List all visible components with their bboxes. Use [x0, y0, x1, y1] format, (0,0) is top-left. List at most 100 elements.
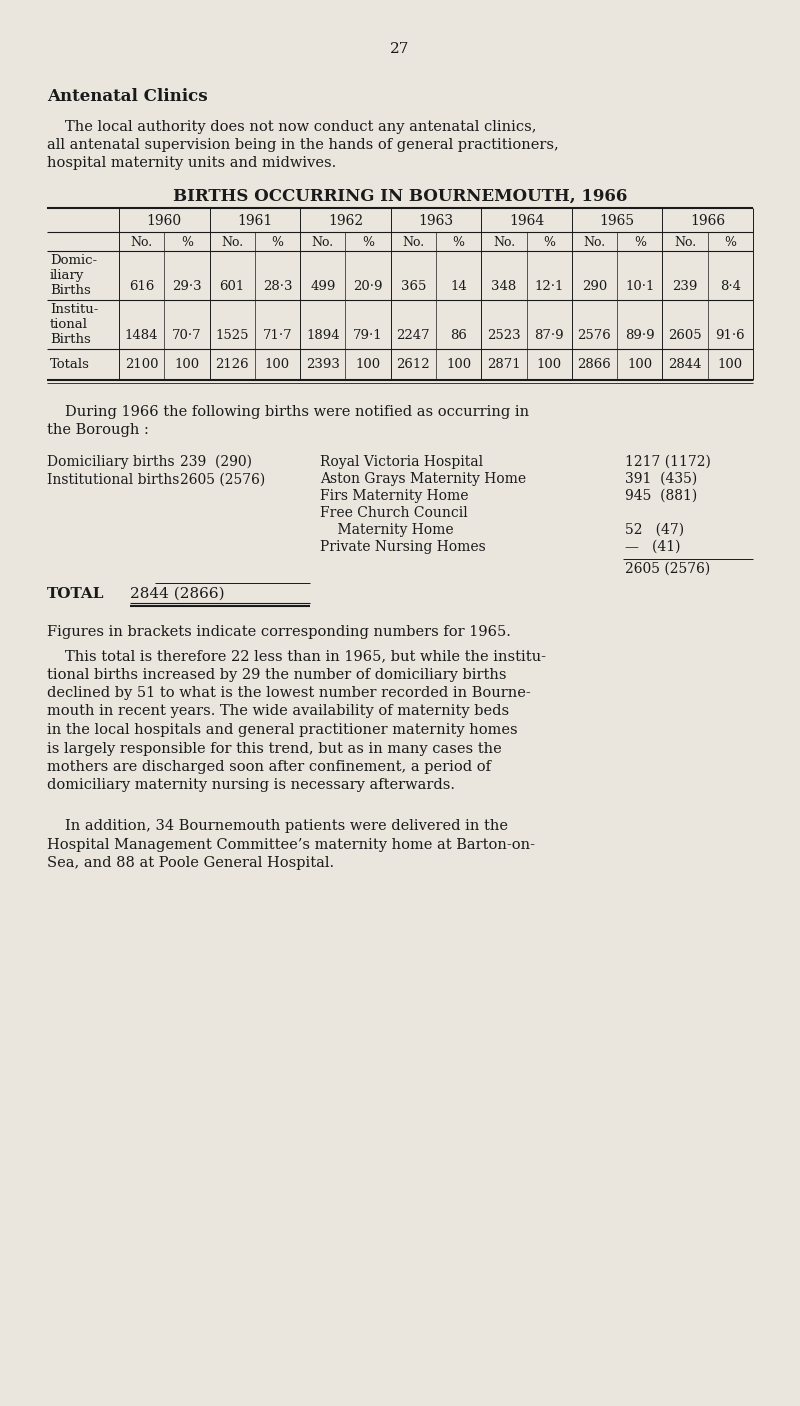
- Text: 2393: 2393: [306, 359, 340, 371]
- Text: tional births increased by 29 the number of domiciliary births: tional births increased by 29 the number…: [47, 668, 506, 682]
- Text: %: %: [362, 236, 374, 249]
- Text: is largely responsible for this trend, but as in many cases the: is largely responsible for this trend, b…: [47, 741, 502, 755]
- Text: 100: 100: [718, 359, 743, 371]
- Text: In addition, 34 Bournemouth patients were delivered in the: In addition, 34 Bournemouth patients wer…: [65, 820, 508, 832]
- Text: 91·6: 91·6: [715, 329, 745, 342]
- Text: 52   (47): 52 (47): [625, 523, 684, 537]
- Text: 1961: 1961: [238, 214, 273, 228]
- Text: 100: 100: [174, 359, 199, 371]
- Text: iliary: iliary: [50, 269, 84, 283]
- Text: 1965: 1965: [599, 214, 634, 228]
- Text: 2605: 2605: [668, 329, 702, 342]
- Text: 2605 (2576): 2605 (2576): [180, 472, 266, 486]
- Text: This total is therefore 22 less than in 1965, but while the institu-: This total is therefore 22 less than in …: [65, 650, 546, 664]
- Text: 10·1: 10·1: [625, 280, 654, 292]
- Text: 1894: 1894: [306, 329, 339, 342]
- Text: 79·1: 79·1: [354, 329, 383, 342]
- Text: 71·7: 71·7: [262, 329, 292, 342]
- Text: 1217 (1172): 1217 (1172): [625, 456, 711, 470]
- Text: 89·9: 89·9: [625, 329, 654, 342]
- Text: domiciliary maternity nursing is necessary afterwards.: domiciliary maternity nursing is necessa…: [47, 779, 455, 793]
- Text: 8·4: 8·4: [720, 280, 741, 292]
- Text: —   (41): — (41): [625, 540, 681, 554]
- Text: The local authority does not now conduct any antenatal clinics,: The local authority does not now conduct…: [65, 120, 537, 134]
- Text: Hospital Management Committee’s maternity home at Barton-on-: Hospital Management Committee’s maternit…: [47, 838, 535, 852]
- Text: 100: 100: [355, 359, 381, 371]
- Text: 601: 601: [219, 280, 245, 292]
- Text: Sea, and 88 at Poole General Hospital.: Sea, and 88 at Poole General Hospital.: [47, 856, 334, 870]
- Text: 86: 86: [450, 329, 467, 342]
- Text: Institutional births: Institutional births: [47, 472, 179, 486]
- Text: 1484: 1484: [125, 329, 158, 342]
- Text: 1960: 1960: [146, 214, 182, 228]
- Text: 290: 290: [582, 280, 607, 292]
- Text: 2605 (2576): 2605 (2576): [625, 562, 710, 576]
- Text: 29·3: 29·3: [172, 280, 202, 292]
- Text: all antenatal supervision being in the hands of general practitioners,: all antenatal supervision being in the h…: [47, 138, 558, 152]
- Text: 100: 100: [537, 359, 562, 371]
- Text: hospital maternity units and midwives.: hospital maternity units and midwives.: [47, 156, 336, 170]
- Text: Domic-: Domic-: [50, 254, 97, 267]
- Text: 2871: 2871: [487, 359, 521, 371]
- Text: 2612: 2612: [397, 359, 430, 371]
- Text: 2844 (2866): 2844 (2866): [130, 586, 225, 600]
- Text: 2100: 2100: [125, 359, 158, 371]
- Text: %: %: [724, 236, 736, 249]
- Text: 27: 27: [390, 42, 410, 56]
- Text: Firs Maternity Home: Firs Maternity Home: [320, 489, 469, 503]
- Text: Royal Victoria Hospital: Royal Victoria Hospital: [320, 456, 483, 470]
- Text: BIRTHS OCCURRING IN BOURNEMOUTH, 1966: BIRTHS OCCURRING IN BOURNEMOUTH, 1966: [173, 188, 627, 205]
- Text: No.: No.: [402, 236, 425, 249]
- Text: No.: No.: [493, 236, 515, 249]
- Text: 87·9: 87·9: [534, 329, 564, 342]
- Text: 100: 100: [627, 359, 652, 371]
- Text: 70·7: 70·7: [172, 329, 202, 342]
- Text: in the local hospitals and general practitioner maternity homes: in the local hospitals and general pract…: [47, 723, 518, 737]
- Text: No.: No.: [583, 236, 606, 249]
- Text: 391  (435): 391 (435): [625, 472, 698, 486]
- Text: 100: 100: [446, 359, 471, 371]
- Text: Births: Births: [50, 284, 90, 297]
- Text: %: %: [543, 236, 555, 249]
- Text: Totals: Totals: [50, 359, 90, 371]
- Text: 2126: 2126: [215, 359, 249, 371]
- Text: 1525: 1525: [215, 329, 249, 342]
- Text: Institu-: Institu-: [50, 304, 98, 316]
- Text: 20·9: 20·9: [354, 280, 383, 292]
- Text: 100: 100: [265, 359, 290, 371]
- Text: 1962: 1962: [328, 214, 363, 228]
- Text: No.: No.: [130, 236, 153, 249]
- Text: declined by 51 to what is the lowest number recorded in Bourne-: declined by 51 to what is the lowest num…: [47, 686, 530, 700]
- Text: During 1966 the following births were notified as occurring in: During 1966 the following births were no…: [65, 405, 529, 419]
- Text: 2866: 2866: [578, 359, 611, 371]
- Text: 2247: 2247: [397, 329, 430, 342]
- Text: Births: Births: [50, 333, 90, 346]
- Text: %: %: [634, 236, 646, 249]
- Text: 1966: 1966: [690, 214, 726, 228]
- Text: %: %: [181, 236, 193, 249]
- Text: Free Church Council: Free Church Council: [320, 506, 468, 520]
- Text: 239  (290): 239 (290): [180, 456, 252, 470]
- Text: 616: 616: [129, 280, 154, 292]
- Text: Maternity Home: Maternity Home: [320, 523, 454, 537]
- Text: tional: tional: [50, 318, 88, 330]
- Text: 945  (881): 945 (881): [625, 489, 698, 503]
- Text: the Borough :: the Borough :: [47, 423, 149, 437]
- Text: TOTAL: TOTAL: [47, 586, 105, 600]
- Text: 28·3: 28·3: [262, 280, 292, 292]
- Text: 2523: 2523: [487, 329, 521, 342]
- Text: 1963: 1963: [418, 214, 454, 228]
- Text: 2576: 2576: [578, 329, 611, 342]
- Text: 239: 239: [672, 280, 698, 292]
- Text: Aston Grays Maternity Home: Aston Grays Maternity Home: [320, 472, 526, 486]
- Text: 499: 499: [310, 280, 335, 292]
- Text: No.: No.: [221, 236, 243, 249]
- Text: Domiciliary births: Domiciliary births: [47, 456, 174, 470]
- Text: mouth in recent years. The wide availability of maternity beds: mouth in recent years. The wide availabi…: [47, 704, 509, 718]
- Text: 2844: 2844: [668, 359, 702, 371]
- Text: Private Nursing Homes: Private Nursing Homes: [320, 540, 486, 554]
- Text: 14: 14: [450, 280, 467, 292]
- Text: 1964: 1964: [509, 214, 544, 228]
- Text: 348: 348: [491, 280, 517, 292]
- Text: Antenatal Clinics: Antenatal Clinics: [47, 89, 208, 105]
